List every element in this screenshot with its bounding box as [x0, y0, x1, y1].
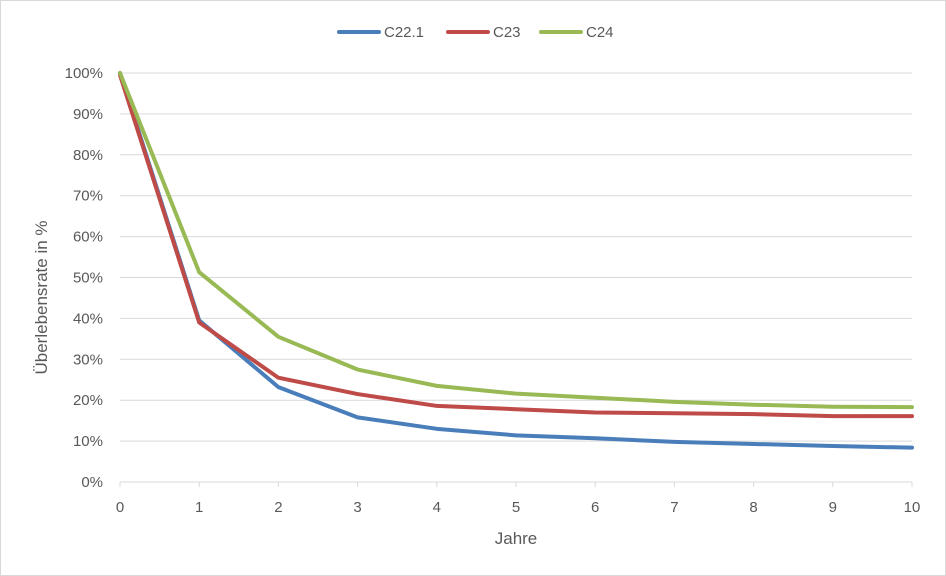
legend-label: C22.1	[384, 24, 424, 41]
axes: 0% 10% 20% 30% 40% 50% 60% 70% 80% 90% 100% 0 1 2 3 4 5 6…	[65, 65, 921, 516]
x-tick-label: 4	[433, 499, 441, 516]
y-tick-label: 60%	[73, 229, 103, 246]
legend-label: C24	[586, 24, 614, 41]
x-tick-label: 5	[512, 499, 520, 516]
y-axis-title: Überlebensrate in %	[32, 220, 51, 374]
y-tick-label: 10%	[73, 433, 103, 450]
x-tick-label: 9	[829, 499, 837, 516]
y-tick-label: 70%	[73, 188, 103, 205]
legend: C22.1 C23 C24	[337, 24, 614, 41]
legend-label: C23	[493, 24, 521, 41]
x-tick-label: 1	[195, 499, 203, 516]
series-line-c24	[118, 71, 914, 410]
x-tick-label: 3	[353, 499, 361, 516]
y-tick-label: 100%	[65, 65, 103, 82]
series-line-c23	[118, 73, 914, 419]
x-tick-label: 0	[116, 499, 124, 516]
y-tick-label: 50%	[73, 270, 103, 287]
x-tick-label: 7	[670, 499, 678, 516]
x-tick-label: 10	[904, 499, 921, 516]
x-axis-title: Jahre	[495, 529, 538, 548]
y-tick-label: 0%	[81, 474, 103, 491]
series-line-c22-1	[118, 71, 914, 450]
y-tick-label: 90%	[73, 106, 103, 123]
gridlines	[120, 72, 912, 442]
series-lines	[118, 71, 914, 450]
y-tick-label: 30%	[73, 351, 103, 368]
x-tick-label: 2	[274, 499, 282, 516]
y-tick-label: 80%	[73, 147, 103, 164]
y-tick-label: 20%	[73, 392, 103, 409]
y-tick-label: 40%	[73, 310, 103, 327]
x-tick-label: 8	[749, 499, 757, 516]
x-tick-label: 6	[591, 499, 599, 516]
